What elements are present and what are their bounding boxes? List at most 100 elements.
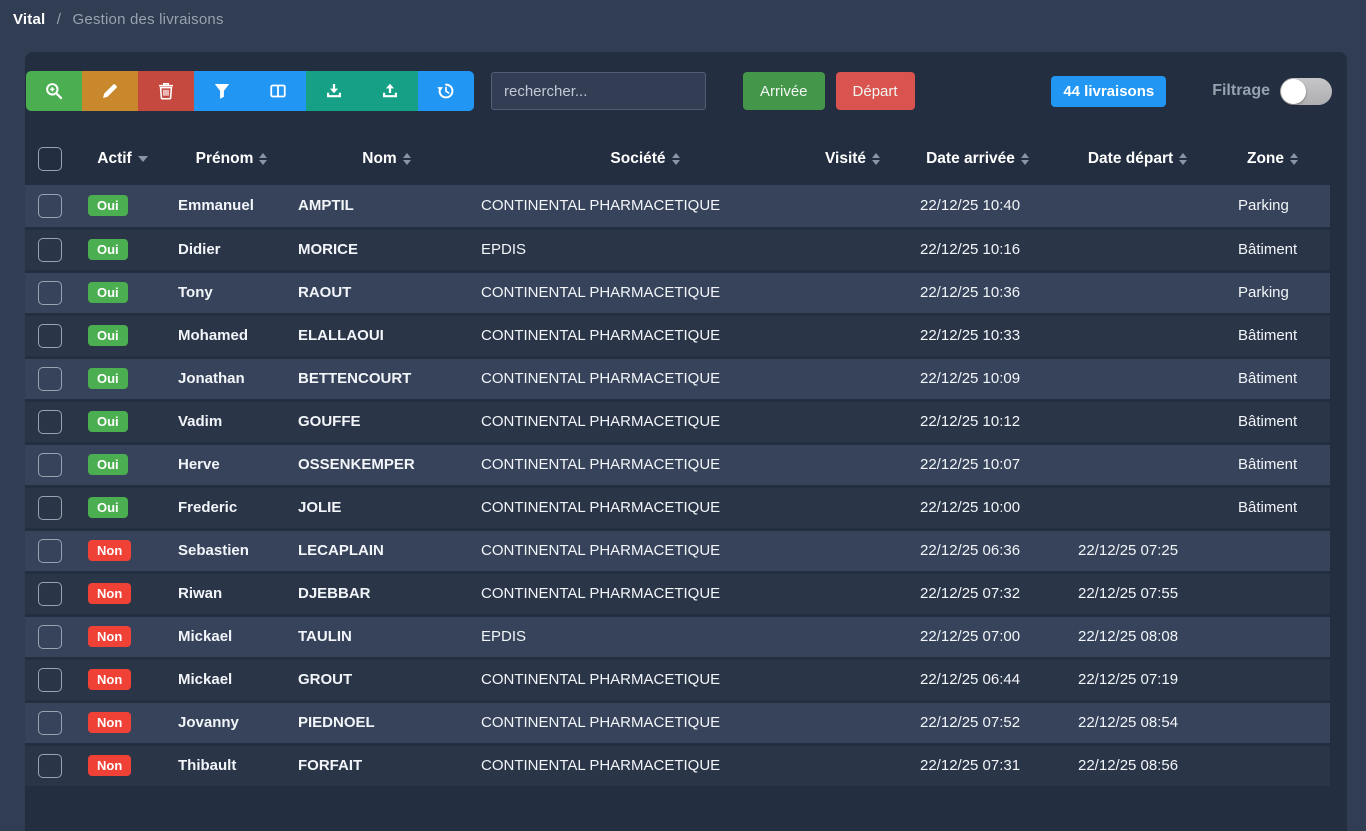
date-depart-cell: 22/12/25 07:55 <box>1060 572 1215 617</box>
row-checkbox[interactable] <box>38 452 62 477</box>
societe-cell: CONTINENTAL PHARMACETIQUE <box>480 443 810 488</box>
filter-toggle[interactable] <box>1280 77 1332 105</box>
column-header-visite[interactable]: Visité <box>810 133 895 185</box>
filter-button[interactable] <box>194 71 250 111</box>
date-depart-cell <box>1060 357 1215 402</box>
table-row[interactable]: Non Mickael GROUT CONTINENTAL PHARMACETI… <box>25 658 1330 703</box>
nom-cell: ELALLAOUI <box>293 314 480 359</box>
prenom-cell: Jovanny <box>170 701 293 746</box>
table-row[interactable]: Non Riwan DJEBBAR CONTINENTAL PHARMACETI… <box>25 572 1330 617</box>
prenom-cell: Vadim <box>170 400 293 445</box>
zone-cell <box>1215 701 1330 746</box>
sort-arrows-icon <box>1290 152 1299 165</box>
visite-cell <box>810 572 895 617</box>
row-checkbox[interactable] <box>38 495 62 520</box>
edit-button[interactable] <box>82 71 138 111</box>
delete-button[interactable] <box>138 71 194 111</box>
row-checkbox[interactable] <box>38 710 62 735</box>
date-arrivee-cell: 22/12/25 10:36 <box>895 271 1060 316</box>
row-checkbox[interactable] <box>38 624 62 649</box>
date-depart-cell <box>1060 486 1215 531</box>
funnel-icon <box>214 84 230 99</box>
row-checkbox[interactable] <box>38 409 62 434</box>
societe-cell: EPDIS <box>480 228 810 273</box>
history-button[interactable] <box>418 71 474 111</box>
search-input[interactable] <box>491 72 706 110</box>
societe-cell: CONTINENTAL PHARMACETIQUE <box>480 744 810 789</box>
table-row[interactable]: Oui Didier MORICE EPDIS 22/12/25 10:16 B… <box>25 228 1330 273</box>
visite-cell <box>810 744 895 789</box>
table-row[interactable]: Oui Tony RAOUT CONTINENTAL PHARMACETIQUE… <box>25 271 1330 316</box>
date-depart-cell: 22/12/25 08:08 <box>1060 615 1215 660</box>
column-label: Date arrivée <box>926 150 1015 167</box>
select-all-checkbox[interactable] <box>38 147 62 171</box>
visite-cell <box>810 357 895 402</box>
zone-cell <box>1215 572 1330 617</box>
breadcrumb-separator: / <box>56 11 62 28</box>
table-row[interactable]: Non Jovanny PIEDNOEL CONTINENTAL PHARMAC… <box>25 701 1330 746</box>
row-checkbox[interactable] <box>38 323 62 348</box>
table-row[interactable]: Oui Frederic JOLIE CONTINENTAL PHARMACET… <box>25 486 1330 531</box>
depart-button[interactable]: Départ <box>835 72 915 110</box>
table-row[interactable]: Oui Herve OSSENKEMPER CONTINENTAL PHARMA… <box>25 443 1330 488</box>
prenom-cell: Sebastien <box>170 529 293 574</box>
column-header-actif[interactable]: Actif <box>75 133 170 185</box>
zone-cell: Bâtiment <box>1215 443 1330 488</box>
row-checkbox[interactable] <box>38 753 62 778</box>
row-checkbox[interactable] <box>38 193 62 218</box>
societe-cell: CONTINENTAL PHARMACETIQUE <box>480 529 810 574</box>
column-header-date_depart[interactable]: Date départ <box>1060 133 1215 185</box>
download-button[interactable] <box>306 71 362 111</box>
status-badge: Oui <box>88 497 128 518</box>
upload-button[interactable] <box>362 71 418 111</box>
column-header-societe[interactable]: Société <box>480 133 810 185</box>
row-checkbox[interactable] <box>38 581 62 606</box>
sort-arrows-icon <box>402 152 411 165</box>
societe-cell: CONTINENTAL PHARMACETIQUE <box>480 572 810 617</box>
row-checkbox[interactable] <box>38 237 62 262</box>
column-label: Visité <box>824 150 867 167</box>
column-header-select <box>25 133 75 185</box>
status-badge: Oui <box>88 454 128 475</box>
nom-cell: FORFAIT <box>293 744 480 789</box>
columns-button[interactable] <box>250 71 306 111</box>
zone-cell: Parking <box>1215 185 1330 230</box>
breadcrumb: Vital / Gestion des livraisons <box>13 11 224 28</box>
table-body: Oui Emmanuel AMPTIL CONTINENTAL PHARMACE… <box>25 185 1330 789</box>
sort-caret-icon <box>137 155 148 162</box>
table-row[interactable]: Non Thibault FORFAIT CONTINENTAL PHARMAC… <box>25 744 1330 789</box>
status-badge: Oui <box>88 325 128 346</box>
row-checkbox[interactable] <box>38 280 62 305</box>
date-arrivee-cell: 22/12/25 10:09 <box>895 357 1060 402</box>
date-depart-cell <box>1060 271 1215 316</box>
date-depart-cell: 22/12/25 07:19 <box>1060 658 1215 703</box>
zone-cell <box>1215 615 1330 660</box>
column-header-prenom[interactable]: Prénom <box>170 133 293 185</box>
row-checkbox[interactable] <box>38 667 62 692</box>
table-row[interactable]: Oui Emmanuel AMPTIL CONTINENTAL PHARMACE… <box>25 185 1330 230</box>
column-header-date_arrivee[interactable]: Date arrivée <box>895 133 1060 185</box>
search-zoom-button[interactable] <box>26 71 82 111</box>
table-row[interactable]: Oui Mohamed ELALLAOUI CONTINENTAL PHARMA… <box>25 314 1330 359</box>
table-row[interactable]: Oui Vadim GOUFFE CONTINENTAL PHARMACETIQ… <box>25 400 1330 445</box>
date-depart-cell <box>1060 400 1215 445</box>
status-badge: Non <box>88 755 132 776</box>
nom-cell: BETTENCOURT <box>293 357 480 402</box>
prenom-cell: Mickael <box>170 658 293 703</box>
prenom-cell: Mickael <box>170 615 293 660</box>
societe-cell: CONTINENTAL PHARMACETIQUE <box>480 314 810 359</box>
arrivee-button[interactable]: Arrivée <box>743 72 825 110</box>
breadcrumb-root[interactable]: Vital <box>13 11 46 28</box>
sort-arrows-icon <box>872 152 881 165</box>
status-badge: Oui <box>88 411 128 432</box>
filter-toggle-label: Filtrage <box>1212 82 1270 99</box>
row-checkbox[interactable] <box>38 366 62 391</box>
row-checkbox[interactable] <box>38 538 62 563</box>
column-header-nom[interactable]: Nom <box>293 133 480 185</box>
table-row[interactable]: Non Mickael TAULIN EPDIS 22/12/25 07:00 … <box>25 615 1330 660</box>
date-arrivee-cell: 22/12/25 07:31 <box>895 744 1060 789</box>
table-row[interactable]: Oui Jonathan BETTENCOURT CONTINENTAL PHA… <box>25 357 1330 402</box>
column-header-zone[interactable]: Zone <box>1215 133 1330 185</box>
download-icon <box>327 84 341 98</box>
table-row[interactable]: Non Sebastien LECAPLAIN CONTINENTAL PHAR… <box>25 529 1330 574</box>
